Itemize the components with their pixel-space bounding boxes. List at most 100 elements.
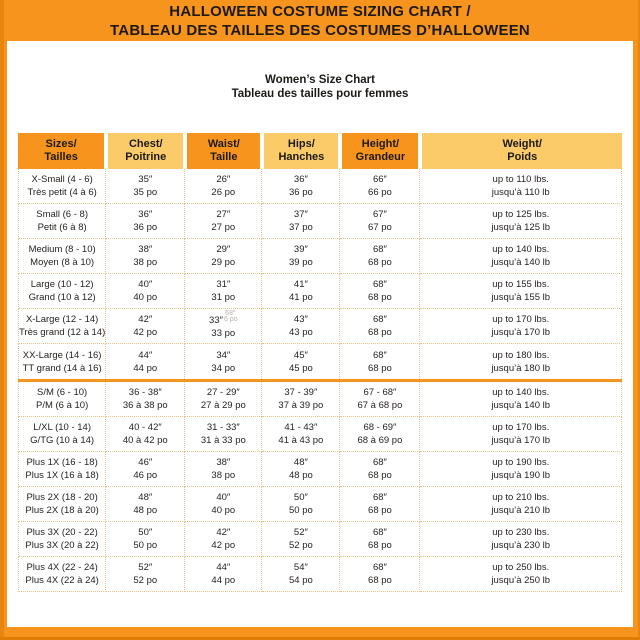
cell-line-en: 52″	[293, 527, 308, 538]
cell-line-fr: 48 po	[133, 505, 158, 516]
cell-line-fr: 40 à 42 po	[122, 435, 168, 446]
cell-line-en: 35″	[138, 174, 153, 185]
table-cell: 31 - 33″ 31 à 33 po	[185, 417, 263, 452]
column-header-line-fr: Grandeur	[355, 151, 406, 163]
cell-line-fr: Grand (10 à 12)	[28, 292, 96, 303]
cell-line-en: 42″	[138, 314, 153, 325]
cell-line-fr: 67 po	[368, 222, 392, 233]
cell-line-en: 36″	[293, 174, 308, 185]
cell-line-en: 67 - 68″	[363, 387, 397, 398]
cell-line-en: up to 110 lbs.	[492, 174, 549, 185]
cell-line-en: X-Small (4 - 6)	[31, 174, 93, 185]
column-header-line-fr: Tailles	[44, 151, 78, 163]
cell-line-fr: 39 po	[288, 257, 313, 268]
cell-line-fr: Très grand (12 à 14)	[19, 327, 106, 338]
column-header-label: Chest/Poitrine	[108, 133, 184, 169]
cell-line-fr: 68 po	[368, 540, 392, 551]
cell-line-fr: jusqu’à 180 lb	[491, 362, 551, 374]
cell-line-en: 29″	[216, 244, 231, 255]
column-header-label: Height/Grandeur	[342, 133, 419, 169]
banner-title-line-1: HALLOWEEN COSTUME SIZING CHART /	[169, 2, 471, 20]
cell-line-fr: 36 po	[133, 222, 158, 233]
cell-line-fr: 42 po	[211, 540, 236, 551]
subtitle-line-2: Tableau des tailles pour femmes	[231, 88, 409, 100]
cell-line-en: up to 250 lbs.	[492, 562, 550, 573]
cell-line-fr: 36 à 38 po	[122, 400, 168, 411]
table-cell: Large (10 - 12) Grand (10 à 12)	[18, 274, 107, 309]
cell-line-en: 37″	[293, 209, 308, 220]
table-cell: 52″ 52 po	[262, 522, 341, 557]
cell-line-en: 68″	[372, 527, 387, 538]
group-separator-line	[18, 379, 622, 382]
cell-line-fr: 44 po	[133, 362, 158, 374]
cell-line-en: 31″	[216, 279, 231, 290]
table-cell: 46″ 46 po	[106, 452, 186, 487]
table-cell: 40″ 40 po	[106, 274, 186, 309]
cell-line-fr: 68 po	[368, 575, 392, 586]
subtitle: Women’s Size Chart Tableau des tailles p…	[7, 73, 633, 101]
cell-line-en: up to 230 lbs.	[492, 527, 550, 538]
table-cell: 68″ 68 po	[340, 487, 421, 522]
cell-line-fr: 67 à 68 po	[357, 400, 403, 411]
table-cell: 37″ 37 po	[262, 204, 341, 239]
table-cell: 29″ 29 po	[185, 239, 263, 274]
cell-line-en: 36″	[138, 209, 153, 220]
cell-line-en: S/M (6 - 10)	[37, 387, 88, 398]
column-header-weight: Weight/Poids	[420, 133, 622, 169]
cell-line-en: 37 - 39″	[284, 387, 318, 398]
banner-title-line-2: TABLEAU DES TAILLES DES COSTUMES D’HALLO…	[110, 21, 530, 39]
table-cell: 45″ 45 po	[262, 344, 341, 379]
cell-line-fr: Plus 1X (16 à 18)	[25, 470, 99, 481]
table-cell: up to 125 lbs. jusqu’à 125 lb	[420, 204, 622, 239]
cell-line-en: X-Large (12 - 14)	[25, 314, 99, 325]
column-header-label: Weight/Poids	[422, 133, 622, 169]
cell-line-en: L/XL (10 - 14)	[33, 422, 91, 433]
cell-line-en: 68″	[372, 562, 387, 573]
table-cell: 43″ 43 po	[262, 309, 341, 344]
cell-line-fr: 52 po	[133, 575, 158, 586]
cell-line-fr: jusqu’à 125 lb	[491, 222, 551, 233]
table-cell: up to 210 lbs. jusqu’à 210 lb	[420, 487, 622, 522]
cell-line-en: 38″	[216, 457, 231, 468]
cell-line-fr: 66 po	[368, 187, 392, 198]
cell-line-fr: 68 po	[368, 470, 392, 481]
table-cell: XX-Large (14 - 16) TT grand (14 à 16)	[18, 344, 107, 379]
cell-line-en: 41 - 43″	[284, 422, 318, 433]
cell-line-fr: jusqu’à 155 lb	[491, 292, 551, 303]
cell-line-fr: P/M (6 à 10)	[35, 400, 89, 411]
table-cell: up to 180 lbs. jusqu’à 180 lb	[420, 344, 622, 379]
cell-line-fr: 27 à 29 po	[200, 400, 246, 411]
cell-line-en: 68″	[372, 244, 387, 255]
table-cell: 36 - 38″ 36 à 38 po	[106, 382, 186, 417]
table-cell: 38″ 38 po	[106, 239, 186, 274]
cell-line-fr: 31 à 33 po	[200, 435, 246, 446]
cell-line-en: up to 170 lbs.	[492, 422, 550, 433]
column-header-line-en: Height/	[361, 138, 400, 150]
cell-line-fr: 54 po	[288, 575, 313, 586]
cell-line-en: 50″	[293, 492, 308, 503]
table-cell: 50″ 50 po	[106, 522, 186, 557]
column-header-sizes: Sizes/Tailles	[18, 133, 106, 169]
table-cell: 41″ 41 po	[262, 274, 341, 309]
cell-line-en: 45″	[293, 349, 308, 361]
cell-line-en: 68″	[372, 492, 387, 503]
table-cell: 37 - 39″ 37 à 39 po	[262, 382, 341, 417]
cell-line-fr: Plus 2X (18 à 20)	[25, 505, 99, 516]
page-edge-bottom	[0, 637, 640, 640]
table-cell: 42″ 42 po	[185, 522, 263, 557]
cell-line-en: up to 190 lbs.	[492, 457, 550, 468]
cell-line-fr: 36 po	[288, 187, 313, 198]
table-cell: 31″ 31 po	[185, 274, 263, 309]
cell-line-en: 40 - 42″	[128, 422, 162, 433]
cell-line-en: 39″	[293, 244, 308, 255]
cell-line-en: Small (6 - 8)	[36, 209, 88, 220]
print-artifact-ghost-text: 6 po	[223, 315, 238, 323]
column-header-label: Waist/Taille	[187, 133, 261, 169]
table-cell: 68″ 33″6 po 33 po	[185, 309, 263, 344]
cell-line-fr: 37 à 39 po	[278, 400, 324, 411]
column-header-hips: Hips/Hanches	[262, 133, 340, 169]
cell-line-fr: 68 po	[368, 257, 392, 268]
table-cell: up to 170 lbs. jusqu’à 170 lb	[420, 417, 622, 452]
cell-line-fr: 42 po	[133, 327, 158, 338]
table-cell: 67 - 68″ 67 à 68 po	[340, 382, 421, 417]
